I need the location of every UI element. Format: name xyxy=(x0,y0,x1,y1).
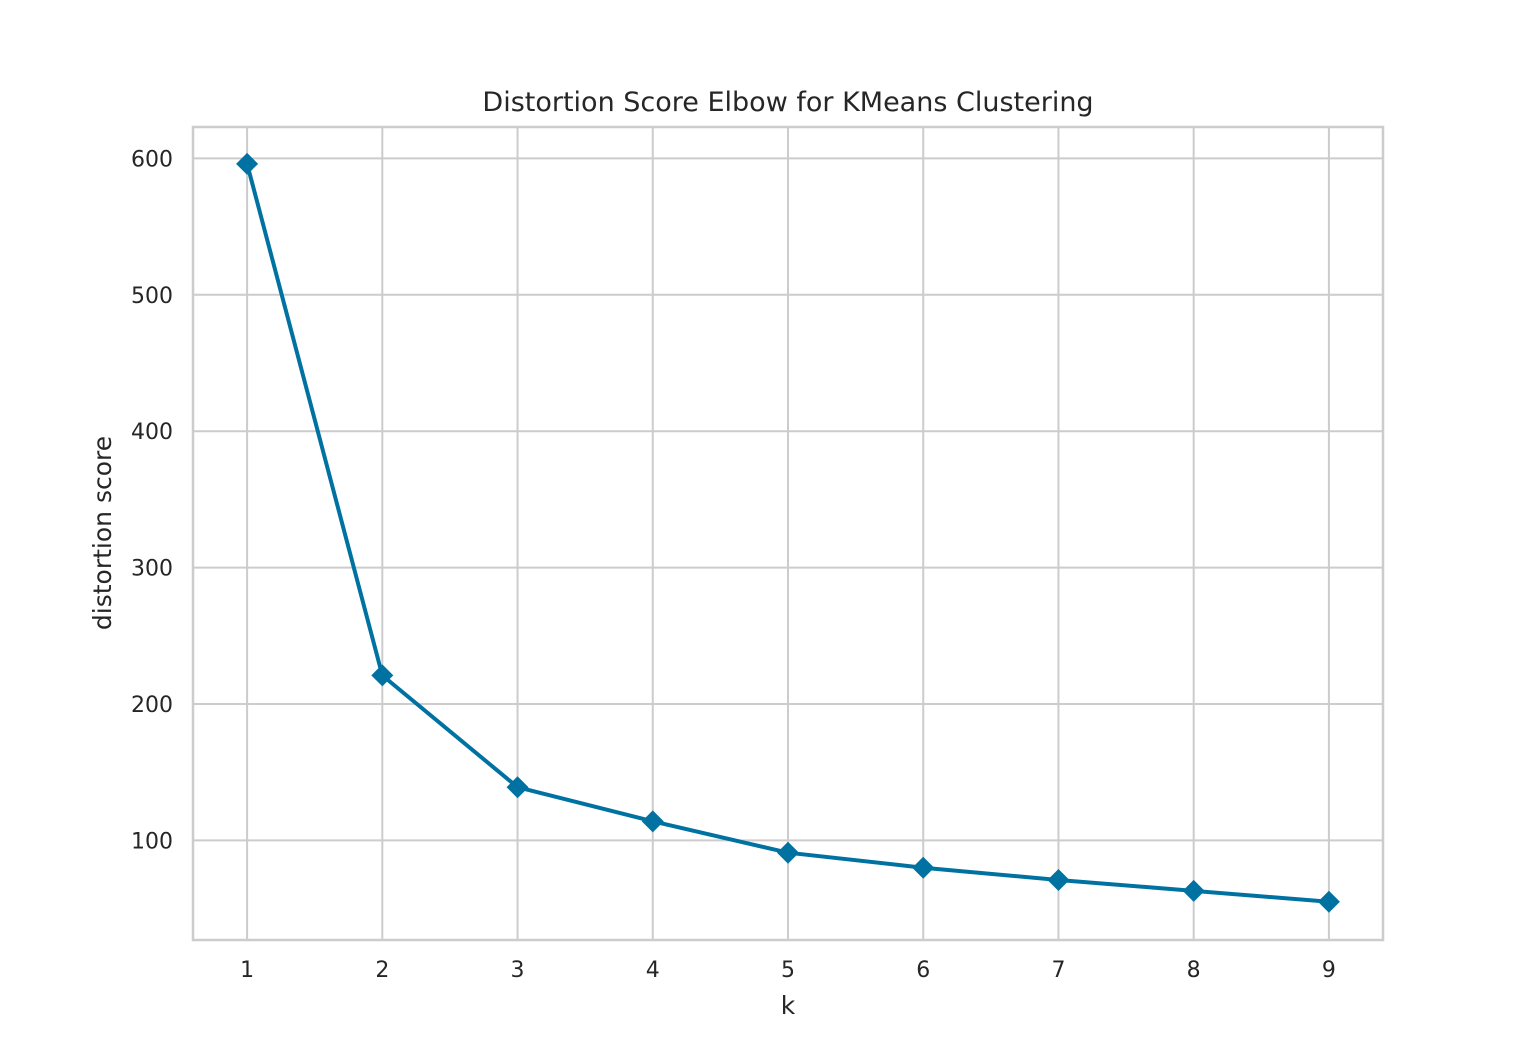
y-tick-label: 100 xyxy=(131,829,173,854)
data-point-marker xyxy=(777,841,799,864)
x-axis-label: k xyxy=(781,991,796,1020)
x-tick-label: 4 xyxy=(646,958,660,983)
data-point-marker xyxy=(1317,890,1340,913)
series-layer xyxy=(236,152,1340,913)
data-point-marker xyxy=(371,664,394,687)
y-tick-label: 200 xyxy=(131,693,173,718)
data-point-marker xyxy=(506,776,529,799)
x-tick-label: 2 xyxy=(375,958,389,983)
x-tick-label: 8 xyxy=(1187,958,1201,983)
y-tick-label: 400 xyxy=(131,420,173,445)
data-point-marker xyxy=(641,810,664,833)
data-point-marker xyxy=(236,152,259,175)
data-point-marker xyxy=(1182,879,1205,902)
data-point-marker xyxy=(1047,868,1070,891)
y-tick-label: 500 xyxy=(131,284,173,309)
chart-title: Distortion Score Elbow for KMeans Cluste… xyxy=(482,87,1093,118)
y-tick-label: 300 xyxy=(131,557,173,582)
tick-labels: 1 2 3 4 5 6 7 8 9 100 200 300 400 500 600 xyxy=(131,147,1336,983)
data-point-marker xyxy=(912,856,935,879)
x-tick-label: 1 xyxy=(240,958,254,983)
x-tick-label: 3 xyxy=(511,958,525,983)
x-tick-label: 7 xyxy=(1051,958,1065,983)
x-tick-label: 5 xyxy=(781,958,795,983)
x-tick-label: 6 xyxy=(916,958,930,983)
grid-lines xyxy=(193,127,1383,940)
y-tick-label: 600 xyxy=(131,147,173,172)
plot-frame xyxy=(191,125,1385,942)
y-axis-label: distortion score xyxy=(88,436,117,630)
x-tick-label: 9 xyxy=(1322,958,1336,983)
